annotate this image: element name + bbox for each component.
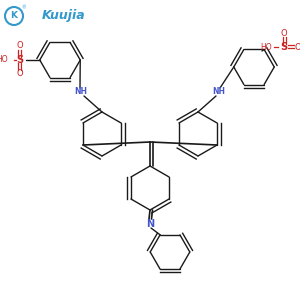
Text: O: O <box>295 43 300 52</box>
Text: O: O <box>16 41 23 50</box>
Text: NH: NH <box>74 86 88 95</box>
Text: HO: HO <box>260 43 272 52</box>
Text: K: K <box>11 11 17 20</box>
Text: HO: HO <box>0 55 8 64</box>
Text: O: O <box>281 28 287 38</box>
Text: O: O <box>16 70 23 79</box>
Text: ®: ® <box>22 5 26 10</box>
Text: Kuujia: Kuujia <box>42 10 86 22</box>
Text: N: N <box>146 219 154 229</box>
Text: S: S <box>280 42 288 52</box>
Text: S: S <box>16 55 23 65</box>
Text: NH: NH <box>212 86 226 95</box>
